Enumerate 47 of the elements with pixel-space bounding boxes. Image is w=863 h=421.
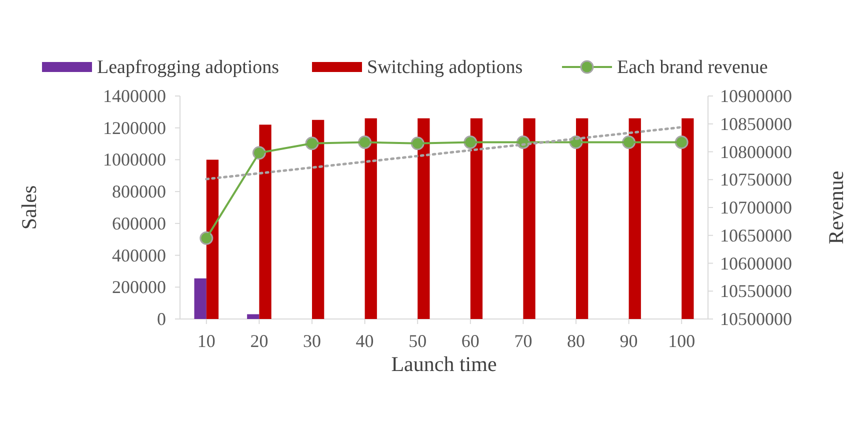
x-tick-label: 20 bbox=[250, 331, 268, 351]
y2-tick-label: 10700000 bbox=[720, 198, 792, 218]
y2-tick-label: 10650000 bbox=[720, 225, 792, 246]
y2-tick-label: 10900000 bbox=[720, 86, 792, 106]
y-tick-label: 1400000 bbox=[103, 86, 166, 106]
y-tick-label: 200000 bbox=[112, 277, 166, 298]
y-tick-label: 1200000 bbox=[103, 118, 166, 138]
y2-tick-label: 10500000 bbox=[720, 309, 792, 329]
x-tick-label: 40 bbox=[356, 331, 374, 351]
x-tick-label: 50 bbox=[408, 331, 427, 351]
x-axis-title: Launch time bbox=[391, 352, 497, 376]
y2-tick-label: 10600000 bbox=[720, 253, 792, 274]
legend-label: Switching adoptions bbox=[367, 57, 523, 78]
x-tick-label: 90 bbox=[620, 331, 638, 351]
bar bbox=[194, 278, 206, 319]
y2-axis-title: Revenue bbox=[824, 170, 848, 244]
x-tick-label: 80 bbox=[567, 331, 585, 351]
bar bbox=[682, 118, 694, 319]
point bbox=[674, 136, 688, 150]
y-tick-label: 400000 bbox=[112, 245, 166, 266]
y-axis-title: Sales bbox=[17, 185, 41, 230]
x-tick-label: 70 bbox=[514, 331, 532, 351]
bar bbox=[247, 314, 260, 319]
y2-tick-label: 10800000 bbox=[720, 142, 792, 162]
bar bbox=[576, 118, 588, 319]
y2-tick-label: 10550000 bbox=[720, 281, 792, 302]
bar bbox=[312, 120, 324, 319]
bar bbox=[523, 118, 536, 319]
point bbox=[200, 231, 214, 245]
y2-tick-label: 10750000 bbox=[720, 170, 792, 190]
y2-tick-label: 10850000 bbox=[720, 114, 792, 134]
bar bbox=[470, 118, 483, 319]
y-tick-label: 800000 bbox=[112, 182, 166, 202]
legend-label: Each brand revenue bbox=[617, 57, 768, 78]
y-tick-label: 0 bbox=[157, 309, 166, 329]
legend-label: Leapfrogging adoptions bbox=[97, 57, 280, 78]
bar bbox=[259, 124, 272, 319]
y-tick-label: 1000000 bbox=[103, 150, 166, 170]
x-tick-label: 10 bbox=[197, 331, 216, 351]
bar bbox=[206, 160, 219, 319]
x-tick-label: 30 bbox=[303, 331, 321, 351]
x-tick-label: 60 bbox=[461, 331, 480, 351]
bar bbox=[628, 118, 641, 319]
y-tick-label: 600000 bbox=[112, 213, 166, 234]
bar bbox=[418, 118, 430, 319]
x-tick-label: 100 bbox=[668, 331, 696, 351]
bar bbox=[364, 118, 377, 319]
